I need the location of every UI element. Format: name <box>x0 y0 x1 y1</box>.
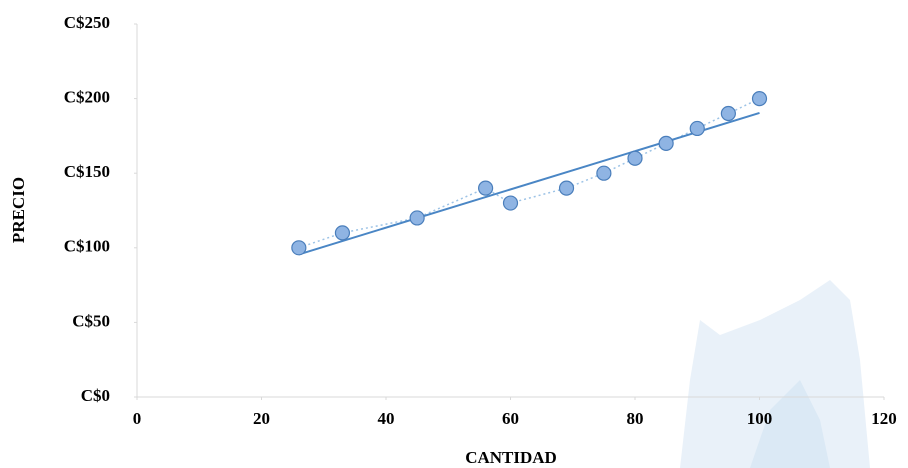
trendline <box>299 113 760 254</box>
connector-line <box>299 99 760 248</box>
y-axis-title: PRECIO <box>9 177 28 243</box>
point <box>504 196 518 210</box>
x-axis-title: CANTIDAD <box>465 448 557 467</box>
x-tick-label: 0 <box>133 409 142 428</box>
point <box>335 226 349 240</box>
y-tick-label: C$0 <box>81 386 110 405</box>
chart: PRECIO CANTIDAD C$0 C$50 C$100 C$150 C$200 C$… <box>0 0 908 468</box>
y-tick-label: C$250 <box>64 13 110 32</box>
x-tick-label: 100 <box>747 409 773 428</box>
point <box>753 92 767 106</box>
x-tick-label: 40 <box>378 409 395 428</box>
point <box>597 166 611 180</box>
x-tick-label: 120 <box>871 409 897 428</box>
point <box>690 121 704 135</box>
x-tick-label: 20 <box>253 409 270 428</box>
y-tick-label: C$50 <box>72 311 110 330</box>
y-tick-label: C$100 <box>64 237 110 256</box>
y-tick-label: C$200 <box>64 88 110 107</box>
point <box>659 136 673 150</box>
x-tick-label: 60 <box>502 409 519 428</box>
point <box>721 107 735 121</box>
point <box>628 151 642 165</box>
y-tick-label: C$150 <box>64 162 110 181</box>
point <box>292 241 306 255</box>
point <box>560 181 574 195</box>
point <box>479 181 493 195</box>
point <box>410 211 424 225</box>
x-tick-label: 80 <box>627 409 644 428</box>
